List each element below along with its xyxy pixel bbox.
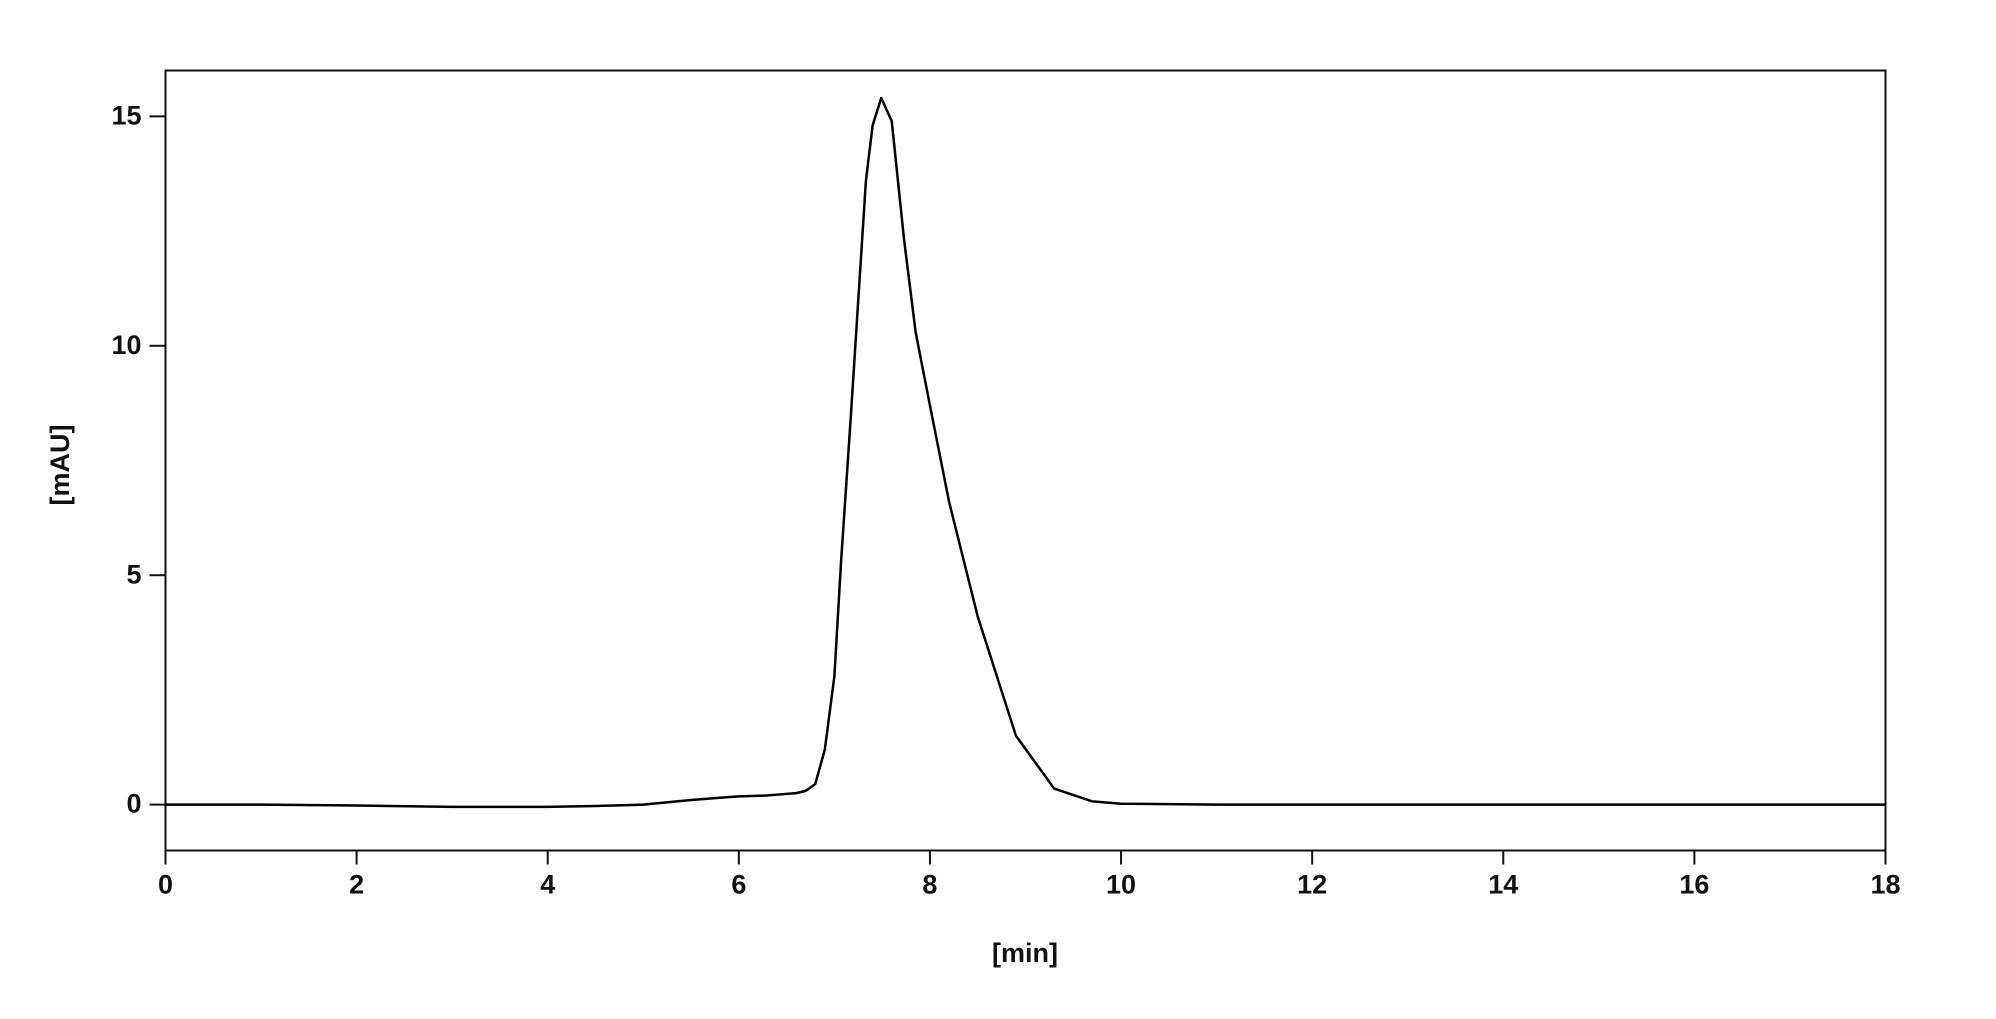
x-tick-label: 6 — [731, 870, 746, 900]
x-tick-label: 0 — [158, 870, 173, 900]
x-tick-label: 18 — [1870, 870, 1900, 900]
x-tick-label: 12 — [1297, 870, 1327, 900]
y-tick-label: 15 — [111, 101, 141, 131]
y-tick-label: 0 — [126, 789, 141, 819]
y-tick-label: 10 — [111, 330, 141, 360]
x-tick-label: 8 — [922, 870, 937, 900]
plot-frame — [164, 69, 1887, 852]
x-tick-label: 14 — [1488, 870, 1518, 900]
x-tick-label: 2 — [349, 870, 364, 900]
x-tick-label: 16 — [1679, 870, 1709, 900]
x-tick-label: 4 — [540, 870, 555, 900]
y-tick-label: 5 — [126, 559, 141, 589]
x-tick-label: 10 — [1106, 870, 1136, 900]
data-line — [165, 96, 1886, 809]
x-axis-label: [min] — [992, 938, 1058, 968]
y-axis-label: [mAU] — [45, 425, 75, 506]
